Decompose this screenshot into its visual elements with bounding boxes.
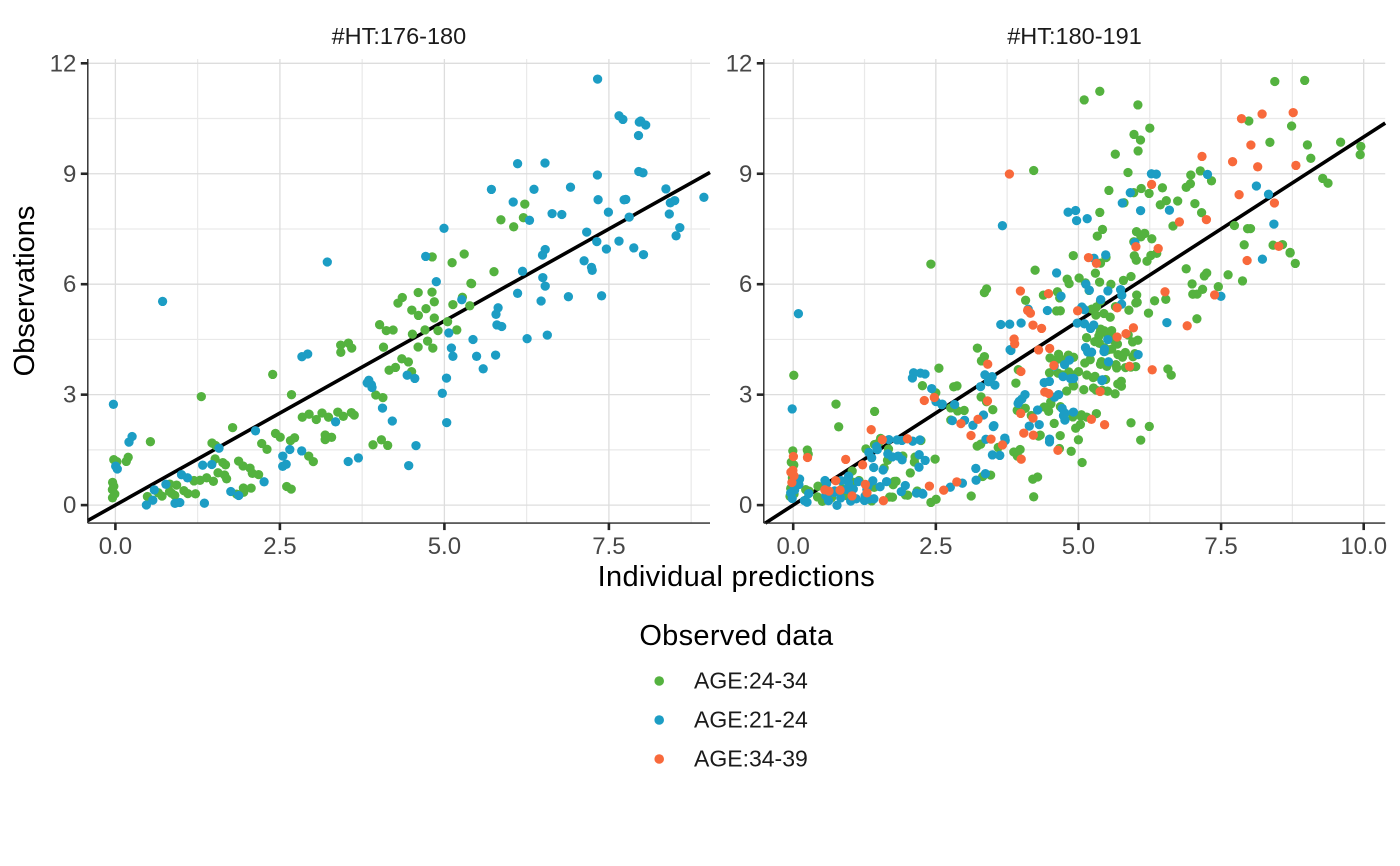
svg-text:Observed data: Observed data bbox=[639, 620, 834, 652]
svg-text:Individual predictions: Individual predictions bbox=[598, 561, 875, 593]
svg-text:AGE:34-39: AGE:34-39 bbox=[694, 746, 808, 772]
svg-text:10.0: 10.0 bbox=[1340, 533, 1387, 560]
svg-text:0.0: 0.0 bbox=[99, 533, 132, 560]
svg-text:Observations: Observations bbox=[9, 206, 41, 377]
svg-text:7.5: 7.5 bbox=[1204, 533, 1237, 560]
svg-text:9: 9 bbox=[739, 161, 752, 188]
svg-text:6: 6 bbox=[63, 271, 76, 298]
svg-text:AGE:21-24: AGE:21-24 bbox=[694, 707, 808, 733]
svg-text:6: 6 bbox=[739, 271, 752, 298]
svg-text:7.5: 7.5 bbox=[592, 533, 625, 560]
svg-text:2.5: 2.5 bbox=[919, 533, 952, 560]
svg-text:5.0: 5.0 bbox=[428, 533, 461, 560]
svg-text:2.5: 2.5 bbox=[263, 533, 296, 560]
svg-text:3: 3 bbox=[63, 382, 76, 409]
svg-text:0: 0 bbox=[739, 492, 752, 519]
svg-text:0.0: 0.0 bbox=[777, 533, 810, 560]
svg-text:3: 3 bbox=[739, 382, 752, 409]
svg-text:AGE:24-34: AGE:24-34 bbox=[694, 668, 808, 694]
svg-text:#HT:176-180: #HT:176-180 bbox=[332, 23, 467, 49]
svg-text:9: 9 bbox=[63, 161, 76, 188]
svg-text:12: 12 bbox=[726, 50, 753, 77]
svg-text:5.0: 5.0 bbox=[1062, 533, 1095, 560]
svg-text:#HT:180-191: #HT:180-191 bbox=[1007, 23, 1142, 49]
svg-text:0: 0 bbox=[63, 492, 76, 519]
svg-text:12: 12 bbox=[50, 50, 77, 77]
